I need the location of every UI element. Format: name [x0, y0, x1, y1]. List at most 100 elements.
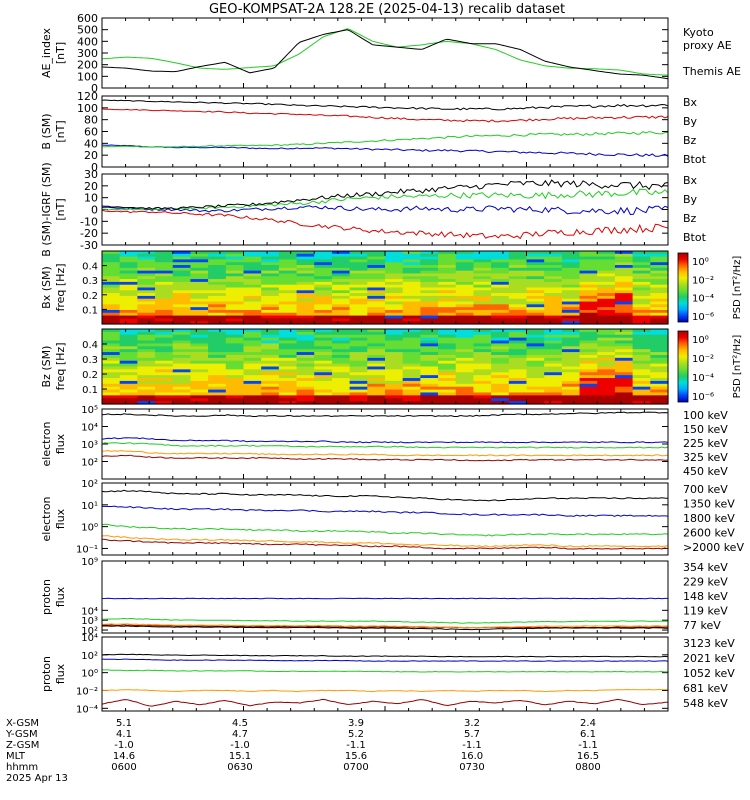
heatmap-cell: [208, 334, 227, 339]
heatmap-cell: [349, 352, 368, 356]
heatmap-cell: [296, 270, 315, 275]
heatmap-cell: [650, 363, 669, 368]
heatmap-cell: [650, 357, 669, 362]
heatmap-cell: [597, 363, 616, 368]
heatmap-cell: [455, 383, 475, 388]
heatmap-cell: [455, 262, 475, 266]
heatmap-cell: [261, 318, 280, 322]
legend-entry: proxy AE: [683, 39, 732, 52]
heatmap-cell: [225, 290, 245, 294]
heatmap-cell: [278, 262, 298, 266]
heatmap-cell: [385, 265, 404, 269]
y-tick-label: 100: [77, 102, 98, 115]
heatmap-cell: [190, 295, 209, 300]
heatmap-cell: [508, 369, 528, 373]
heatmap-cell: [544, 315, 563, 319]
heatmap-cell: [190, 284, 209, 289]
heatmap-cell: [137, 279, 156, 283]
heatmap-cell: [225, 372, 245, 376]
heatmap-cell: [420, 276, 439, 280]
heatmap-cell: [614, 293, 634, 297]
y-tick-label: 300: [77, 47, 98, 60]
legend-entry: 1350 keV: [683, 498, 735, 511]
heatmap-cell: [420, 395, 439, 399]
heatmap-cell: [632, 259, 651, 263]
heatmap-cell: [597, 307, 616, 311]
series-line: [101, 209, 669, 240]
heatmap-cell: [331, 401, 351, 405]
heatmap-cell: [172, 270, 192, 275]
heatmap-cell: [561, 349, 581, 353]
heatmap-cell: [296, 290, 315, 294]
heatmap-cell: [402, 298, 421, 303]
heatmap-cell: [102, 343, 121, 347]
heatmap-cell: [561, 304, 581, 308]
heatmap-cell: [420, 301, 439, 305]
heatmap-cell: [349, 383, 368, 388]
heatmap-cell: [473, 290, 492, 294]
heatmap-cell: [597, 392, 616, 396]
heatmap-cell: [243, 378, 262, 382]
heatmap-cell: [225, 262, 245, 266]
heatmap-cell: [508, 265, 528, 269]
heatmap-cell: [296, 349, 315, 353]
heatmap-cell: [102, 287, 121, 291]
heatmap-cell: [579, 398, 598, 402]
heatmap-cell: [438, 307, 457, 311]
heatmap-cell: [172, 363, 192, 368]
heatmap-cell: [632, 372, 651, 376]
heatmap-cell: [208, 366, 227, 370]
heatmap-cell: [385, 383, 404, 388]
heatmap-cell: [597, 290, 616, 294]
heatmap-cell: [650, 337, 669, 342]
heatmap-cell: [172, 369, 192, 373]
heatmap-cell: [402, 383, 421, 388]
heatmap-cell: [561, 346, 581, 350]
heatmap-cell: [331, 256, 351, 261]
heatmap-cell: [367, 318, 386, 322]
heatmap-cell: [455, 307, 475, 311]
heatmap-cell: [544, 290, 563, 294]
heatmap-cell: [208, 331, 227, 336]
heatmap-cell: [508, 279, 528, 283]
y-tick-label: 20: [84, 180, 98, 193]
heatmap-cell: [385, 389, 404, 394]
heatmap-cell: [261, 386, 280, 391]
heatmap-cell: [402, 386, 421, 391]
heatmap-cell: [349, 309, 368, 314]
heatmap-cell: [155, 270, 174, 275]
heatmap-cell: [278, 253, 298, 258]
heatmap-cell: [137, 349, 156, 353]
heatmap-cell: [650, 293, 669, 297]
heatmap-cell: [102, 398, 121, 402]
heatmap-cell: [367, 343, 386, 347]
heatmap-cell: [102, 273, 121, 277]
heatmap-cell: [296, 293, 315, 297]
heatmap-cell: [102, 357, 121, 362]
heatmap-cell: [579, 375, 598, 379]
heatmap-cell: [119, 270, 138, 275]
heatmap-cell: [420, 315, 439, 319]
heatmap-cell: [420, 401, 439, 405]
heatmap-cell: [349, 334, 368, 339]
heatmap-cell: [650, 251, 669, 255]
heatmap-cell: [402, 352, 421, 356]
heatmap-cell: [225, 337, 245, 342]
heatmap-cell: [526, 253, 545, 258]
heatmap-cell: [155, 389, 174, 394]
heatmap-cell: [438, 337, 457, 342]
heatmap-cell: [349, 321, 368, 325]
heatmap-cell: [261, 340, 280, 345]
heatmap-cell: [243, 334, 262, 339]
heatmap-cell: [190, 380, 209, 385]
heatmap-cell: [385, 398, 404, 402]
heatmap-cell: [579, 279, 598, 283]
heatmap-cell: [402, 309, 421, 314]
heatmap-cell: [526, 349, 545, 353]
heatmap-cell: [314, 279, 333, 283]
heatmap-cell: [561, 256, 581, 261]
heatmap-cell: [278, 360, 298, 365]
heatmap-cell: [455, 401, 475, 405]
heatmap-cell: [544, 262, 563, 266]
